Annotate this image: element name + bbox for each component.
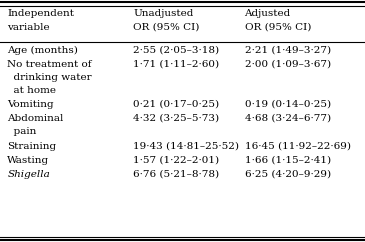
Text: OR (95% CI): OR (95% CI)	[133, 23, 200, 32]
Text: 2·21 (1·49–3·27): 2·21 (1·49–3·27)	[245, 46, 331, 55]
Text: 2·00 (1·09–3·67): 2·00 (1·09–3·67)	[245, 60, 331, 69]
Text: 6·25 (4·20–9·29): 6·25 (4·20–9·29)	[245, 170, 331, 179]
Text: at home: at home	[7, 86, 56, 95]
Text: Age (months): Age (months)	[7, 46, 78, 55]
Text: Unadjusted: Unadjusted	[133, 9, 193, 18]
Text: No treatment of: No treatment of	[7, 60, 92, 69]
Text: 16·45 (11·92–22·69): 16·45 (11·92–22·69)	[245, 142, 350, 151]
Text: Independent: Independent	[7, 9, 74, 18]
Text: 4·32 (3·25–5·73): 4·32 (3·25–5·73)	[133, 114, 219, 123]
Text: 4·68 (3·24–6·77): 4·68 (3·24–6·77)	[245, 114, 331, 123]
Text: 1·71 (1·11–2·60): 1·71 (1·11–2·60)	[133, 60, 219, 69]
Text: Straining: Straining	[7, 142, 57, 151]
Text: drinking water: drinking water	[7, 73, 92, 82]
Text: Vomiting: Vomiting	[7, 100, 54, 109]
Text: 19·43 (14·81–25·52): 19·43 (14·81–25·52)	[133, 142, 239, 151]
Text: Abdominal: Abdominal	[7, 114, 64, 123]
Text: 0·21 (0·17–0·25): 0·21 (0·17–0·25)	[133, 100, 219, 109]
Text: Wasting: Wasting	[7, 156, 49, 165]
Text: variable: variable	[7, 23, 50, 32]
Text: 1·66 (1·15–2·41): 1·66 (1·15–2·41)	[245, 156, 331, 165]
Text: OR (95% CI): OR (95% CI)	[245, 23, 311, 32]
Text: Shigella: Shigella	[7, 170, 50, 179]
Text: 0·19 (0·14–0·25): 0·19 (0·14–0·25)	[245, 100, 331, 109]
Text: pain: pain	[7, 127, 36, 136]
Text: Adjusted: Adjusted	[245, 9, 291, 18]
Text: 2·55 (2·05–3·18): 2·55 (2·05–3·18)	[133, 46, 219, 55]
Text: 6·76 (5·21–8·78): 6·76 (5·21–8·78)	[133, 170, 219, 179]
Text: 1·57 (1·22–2·01): 1·57 (1·22–2·01)	[133, 156, 219, 165]
